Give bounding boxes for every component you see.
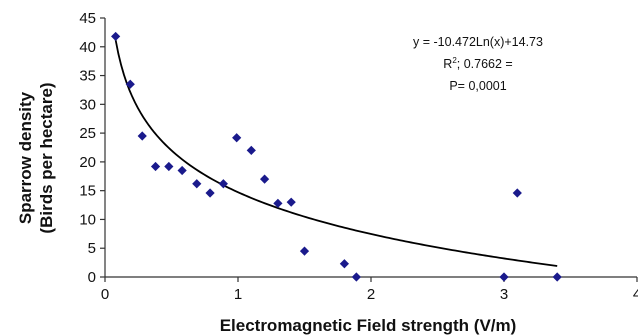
y-tick-label: 35 (79, 68, 96, 85)
p-value-label: P= 0,0001 (449, 79, 506, 93)
data-point-6 (192, 179, 202, 189)
data-point-0 (111, 31, 121, 42)
data-point-16 (351, 272, 361, 282)
x-tick-label: 0 (101, 286, 109, 303)
tick-marks (100, 17, 638, 282)
data-point-11 (260, 174, 270, 184)
data-point-12 (273, 198, 283, 208)
y-axis-title-line2: (Birds per hectare) (37, 82, 56, 233)
data-point-9 (232, 133, 242, 143)
data-point-2 (137, 131, 147, 141)
x-tick-label: 3 (500, 286, 508, 303)
data-point-3 (150, 161, 161, 172)
r-squared-value: ; 0.7662 = (457, 57, 513, 71)
x-axis-title: Electromagnetic Field strength (V/m) (220, 316, 517, 335)
y-tick-label: 40 (79, 39, 96, 56)
data-point-15 (339, 259, 349, 269)
y-tick-label: 0 (88, 269, 96, 286)
y-axis-title-line1: Sparrow density (16, 91, 35, 224)
data-point-19 (552, 272, 562, 282)
y-tick-label: 15 (79, 183, 96, 200)
x-tick-label: 1 (234, 286, 242, 303)
data-point-10 (246, 145, 256, 155)
y-tick-label: 45 (79, 10, 96, 27)
axes (104, 18, 637, 278)
data-points (111, 31, 562, 282)
data-point-7 (205, 188, 215, 198)
r-squared-superscript: 2 (452, 56, 457, 65)
y-tick-label: 10 (79, 211, 96, 228)
trendline-equation: y = -10.472Ln(x)+14.73 (413, 35, 543, 49)
x-tick-label: 2 (367, 286, 375, 303)
trendline (114, 39, 558, 267)
y-tick-label: 25 (79, 125, 96, 142)
data-point-8 (218, 179, 228, 189)
data-point-17 (499, 272, 509, 282)
data-point-14 (299, 246, 310, 256)
data-point-5 (177, 165, 187, 176)
tick-labels: 0 5 10 15 20 25 30 35 40 45 0 1 2 3 4 (79, 10, 638, 303)
r-squared-label: R2; 0.7662 = (443, 56, 512, 71)
x-tick-label: 4 (633, 286, 638, 303)
y-tick-label: 5 (88, 240, 96, 257)
data-point-4 (164, 161, 174, 172)
data-point-1 (125, 79, 135, 89)
data-point-13 (286, 197, 296, 207)
y-tick-label: 20 (79, 154, 96, 171)
r-squared-letter: R (443, 57, 452, 71)
data-point-18 (512, 188, 522, 198)
y-tick-label: 30 (79, 96, 96, 113)
